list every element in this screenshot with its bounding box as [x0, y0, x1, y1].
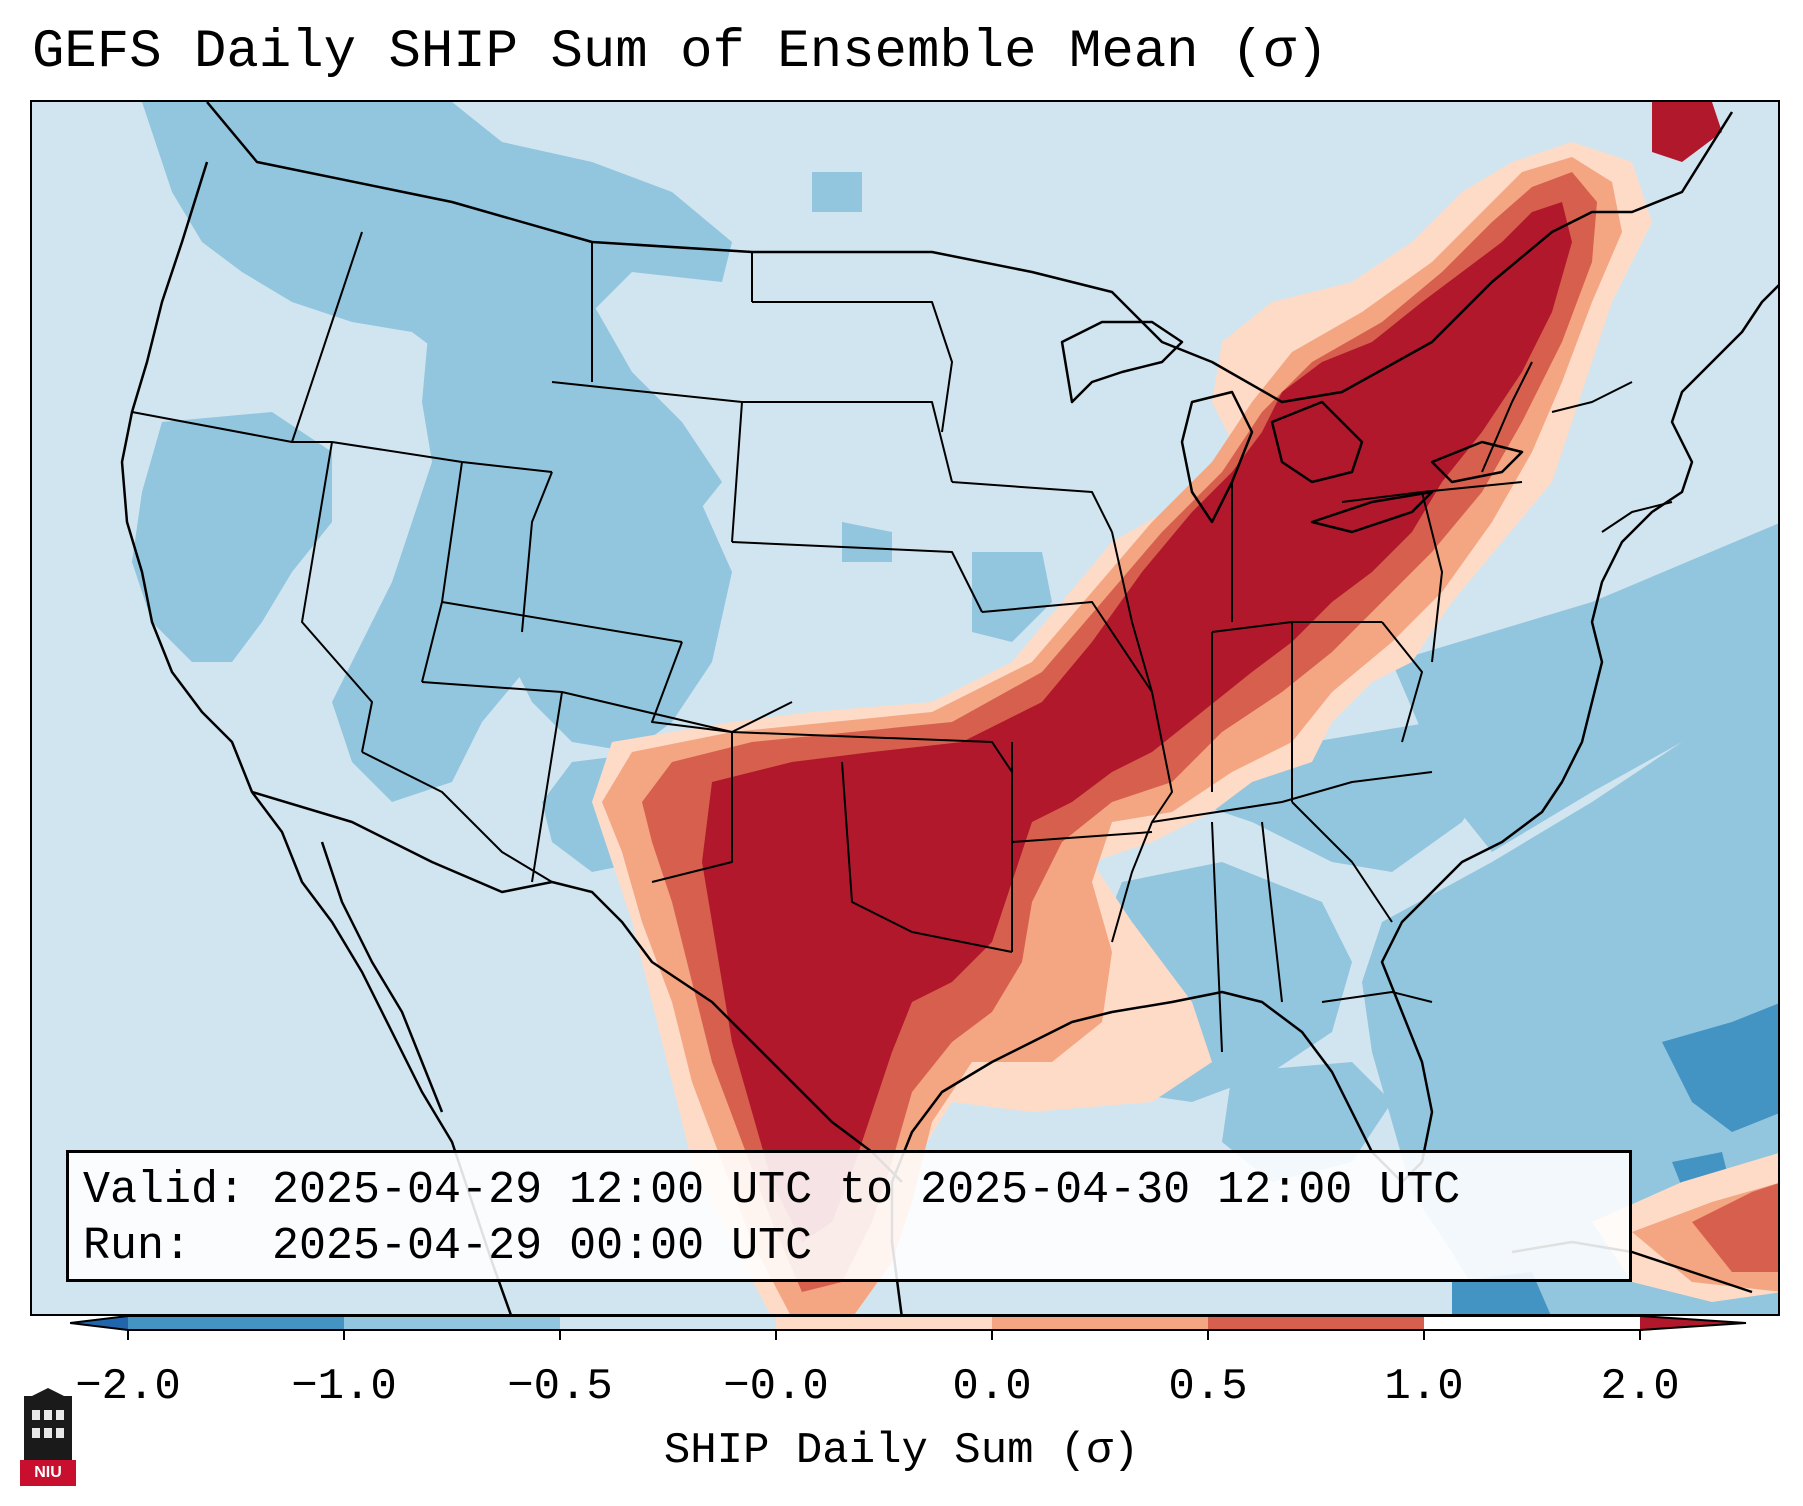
colorbar-tick-label-7: 2.0 [1600, 1362, 1680, 1412]
colorbar-tick-label-5: 0.5 [1168, 1362, 1248, 1412]
colorbar-tick-label-6: 1.0 [1384, 1362, 1464, 1412]
colorbar-tick-label-0: −2.0 [75, 1362, 181, 1412]
colorbar-tick-label-3: −0.0 [723, 1362, 829, 1412]
colorbar-tick-label-1: −1.0 [291, 1362, 397, 1412]
state-boundaries [131, 231, 1673, 1053]
run-time-line: Run: 2025-04-29 00:00 UTC [83, 1221, 813, 1272]
niu-logo: NIU [20, 1388, 76, 1488]
colorbar-label: SHIP Daily Sum (σ) [663, 1426, 1140, 1476]
colorbar-segment-6 [1208, 1316, 1424, 1330]
colorbar [70, 1316, 1747, 1340]
colorbar-segment-5 [992, 1316, 1208, 1330]
colorbar-segment-4 [776, 1316, 992, 1330]
colorbar-segment-1 [128, 1316, 344, 1330]
ship-field-map [32, 102, 1778, 1314]
colorbar-segment-2 [344, 1316, 560, 1330]
colorbar-tick-label-2: −0.5 [507, 1362, 613, 1412]
valid-time-line: Valid: 2025-04-29 12:00 UTC to 2025-04-3… [83, 1165, 1461, 1216]
map-title: GEFS Daily SHIP Sum of Ensemble Mean (σ) [32, 22, 1329, 83]
niu-logo-text: NIU [20, 1460, 76, 1486]
map-panel [30, 100, 1780, 1316]
colorbar-extend-high [1640, 1316, 1746, 1330]
colorbar-tick-label-4: 0.0 [952, 1362, 1032, 1412]
colorbar-segment-3 [560, 1316, 776, 1330]
colorbar-extend-low [70, 1316, 128, 1330]
valid-run-infobox: Valid: 2025-04-29 12:00 UTC to 2025-04-3… [66, 1150, 1632, 1282]
